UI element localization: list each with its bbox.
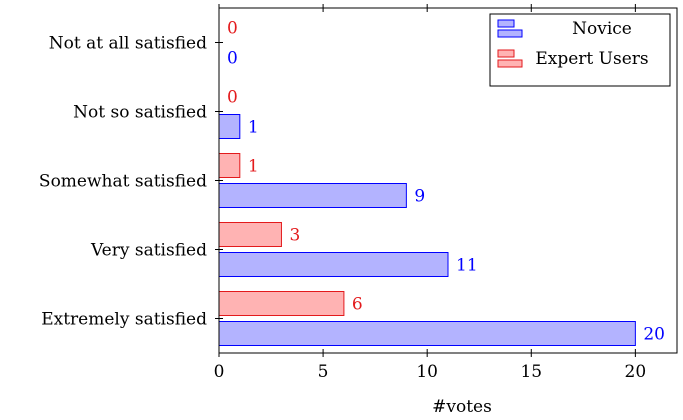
bar-expert-users-somewhat-satisfied [218, 153, 241, 178]
bar-novice-extremely-satisfied [218, 321, 636, 346]
value-label-expert-users-not-so-satisfied: 0 [227, 88, 238, 108]
legend-swatch-expert-users [497, 49, 515, 58]
value-label-novice-somewhat-satisfied: 9 [414, 187, 425, 207]
x-tick-label-20: 20 [625, 362, 647, 382]
category-labels: Extremely satisfied Very satisfied Somewha… [39, 34, 207, 330]
bar-expert-users-very-satisfied [218, 222, 282, 247]
category-label-extremely-satisfied: Extremely satisfied [41, 310, 207, 330]
legend-label-expert-users: Expert Users [535, 49, 648, 69]
value-label-novice-not-at-all-satisfied: 0 [227, 49, 238, 69]
bar-expert-users-extremely-satisfied [218, 291, 345, 316]
plot-frame [218, 7, 678, 354]
legend: Novice Expert Users [489, 13, 671, 87]
value-label-novice-extremely-satisfied: 20 [643, 325, 665, 345]
value-label-novice-not-so-satisfied: 1 [248, 118, 259, 138]
value-label-expert-users-somewhat-satisfied: 1 [248, 157, 259, 177]
legend-swatch-novice [497, 19, 515, 28]
category-label-very-satisfied: Very satisfied [90, 241, 207, 261]
value-label-expert-users-not-at-all-satisfied: 0 [227, 19, 238, 39]
x-axis-title: #votes [432, 397, 492, 417]
x-tick-label-5: 5 [318, 362, 329, 382]
legend-label-novice: Novice [572, 19, 632, 39]
legend-swatch-expert-users-wide [497, 59, 523, 68]
value-label-novice-very-satisfied: 11 [456, 256, 478, 276]
bar-novice-somewhat-satisfied [218, 183, 407, 208]
legend-swatch-novice-wide [497, 29, 523, 38]
legend-box [489, 13, 671, 87]
x-tick-label-0: 0 [214, 362, 225, 382]
value-label-expert-users-very-satisfied: 3 [289, 226, 300, 246]
x-tick-label-10: 10 [416, 362, 438, 382]
x-tick-label-15: 15 [520, 362, 542, 382]
category-label-somewhat-satisfied: Somewhat satisfied [39, 172, 207, 192]
bar-novice-not-so-satisfied [218, 114, 241, 139]
category-label-not-at-all-satisfied: Not at all satisfied [49, 34, 207, 54]
bar-novice-very-satisfied [218, 252, 449, 277]
category-label-not-so-satisfied: Not so satisfied [73, 103, 207, 123]
value-label-expert-users-extremely-satisfied: 6 [352, 295, 363, 315]
